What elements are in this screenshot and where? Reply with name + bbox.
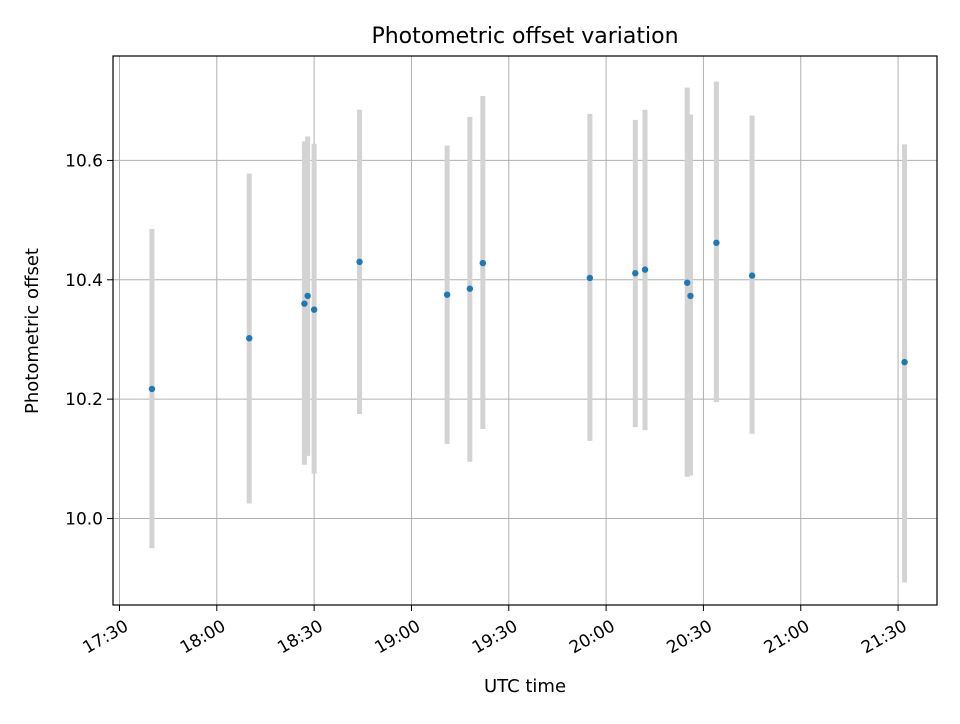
- data-point: [443, 291, 451, 298]
- y-axis-ticks: 10.0 10.2 10.4 10.6: [65, 151, 113, 529]
- data-point: [901, 358, 908, 366]
- x-tick-label: 20:30: [663, 616, 715, 658]
- data-point: [148, 385, 156, 393]
- data-point: [748, 272, 756, 279]
- plot-frame: [112, 55, 938, 606]
- x-tick-label: 19:30: [469, 616, 521, 658]
- data-point: [641, 266, 649, 273]
- x-tick-label: 19:00: [372, 616, 424, 658]
- data-point: [356, 258, 363, 266]
- data-point: [632, 270, 639, 277]
- data-point: [301, 300, 308, 307]
- y-tick-label: 10.0: [65, 509, 103, 529]
- data-point: [246, 335, 253, 342]
- x-tick-label: 21:30: [858, 616, 910, 658]
- chart-title: Photometric offset variation: [371, 24, 678, 49]
- data-points: [148, 239, 908, 393]
- data-point: [687, 292, 694, 300]
- y-axis-label: Photometric offset: [22, 248, 43, 414]
- data-point: [304, 292, 311, 300]
- x-tick-label: 17:30: [80, 616, 132, 658]
- y-tick-label: 10.6: [65, 151, 103, 171]
- data-point: [684, 279, 691, 286]
- x-axis-ticks: 17:30 18:00 18:30 19:00 19:30 20:00 20:30 21:00…: [80, 605, 911, 658]
- x-tick-label: 18:00: [177, 616, 229, 658]
- grid: [113, 56, 937, 605]
- y-tick-label: 10.2: [65, 390, 103, 410]
- x-axis-label: UTC time: [484, 676, 566, 697]
- data-point: [479, 259, 487, 267]
- x-tick-label: 21:00: [761, 616, 813, 658]
- x-tick-label: 20:00: [566, 616, 618, 658]
- data-point: [586, 274, 594, 282]
- data-point: [713, 239, 720, 246]
- data-point: [310, 306, 318, 313]
- data-point: [466, 285, 474, 292]
- x-tick-label: 18:30: [274, 616, 326, 658]
- y-tick-label: 10.4: [65, 271, 103, 291]
- error-bars: [149, 81, 908, 583]
